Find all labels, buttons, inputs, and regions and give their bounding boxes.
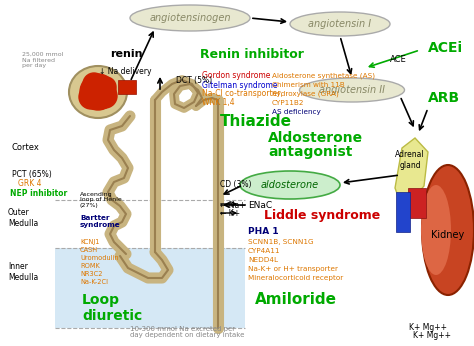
Text: Na-K+ or H+ transporter: Na-K+ or H+ transporter	[248, 266, 338, 272]
Ellipse shape	[290, 12, 390, 36]
Text: angiotensin I: angiotensin I	[309, 19, 372, 29]
Circle shape	[80, 74, 116, 110]
Text: ACEi: ACEi	[428, 41, 463, 55]
Text: CYP11B2: CYP11B2	[272, 100, 304, 106]
Ellipse shape	[69, 66, 127, 118]
Text: Thiazide: Thiazide	[220, 115, 292, 129]
Text: angiotensinogen: angiotensinogen	[149, 13, 231, 23]
Bar	[118, 80, 136, 94]
Text: Liddle syndrome: Liddle syndrome	[264, 209, 380, 222]
Text: Aldosterone: Aldosterone	[268, 131, 363, 145]
Text: Kidney: Kidney	[431, 230, 465, 240]
Text: CD (3%): CD (3%)	[220, 181, 252, 190]
Text: CASH: CASH	[80, 247, 98, 253]
Circle shape	[79, 85, 103, 109]
Text: DCT (5%): DCT (5%)	[176, 75, 212, 84]
Text: renin: renin	[110, 49, 143, 59]
Text: SCNN1B, SCNN1G: SCNN1B, SCNN1G	[248, 239, 314, 245]
Ellipse shape	[130, 5, 250, 31]
Text: ↓ Na delivery: ↓ Na delivery	[99, 66, 151, 75]
Polygon shape	[395, 138, 428, 200]
Bar	[396, 192, 410, 232]
Bar	[55, 248, 245, 328]
Text: ENaC: ENaC	[248, 200, 272, 209]
Text: ← K+: ← K+	[220, 209, 240, 218]
Ellipse shape	[240, 171, 340, 199]
Text: KCNJ1: KCNJ1	[80, 239, 100, 245]
Text: ROMK: ROMK	[80, 263, 100, 269]
Bar	[408, 188, 426, 218]
Text: PHA 1: PHA 1	[248, 228, 279, 237]
Text: Na-K-2Cl: Na-K-2Cl	[80, 279, 108, 285]
Text: Inner
Medulla: Inner Medulla	[8, 262, 38, 282]
Text: aldosterone: aldosterone	[261, 180, 319, 190]
Text: Renin inhibitor: Renin inhibitor	[200, 47, 304, 61]
Text: Gitelman syndrome: Gitelman syndrome	[202, 81, 277, 90]
Text: CYP4A11: CYP4A11	[248, 248, 281, 254]
Text: Outer
Medulla: Outer Medulla	[8, 208, 38, 228]
Text: Cortex: Cortex	[12, 144, 40, 153]
Circle shape	[83, 73, 105, 95]
Text: antagonist: antagonist	[268, 145, 352, 159]
Text: WNK 1,4: WNK 1,4	[202, 99, 235, 108]
Text: K+ Mg++: K+ Mg++	[413, 331, 451, 340]
Text: ARB: ARB	[428, 91, 460, 105]
Text: ← Na+: ← Na+	[220, 200, 246, 209]
Text: NEP inhibitor: NEP inhibitor	[10, 189, 67, 198]
Text: Mineralocorticoid receptor: Mineralocorticoid receptor	[248, 275, 343, 281]
Text: Amiloride: Amiloride	[255, 292, 337, 308]
Ellipse shape	[422, 165, 474, 295]
Text: Ascending
loop of Henle
(27%): Ascending loop of Henle (27%)	[80, 192, 122, 208]
Text: PCT (65%): PCT (65%)	[12, 170, 52, 179]
Text: Loop
diuretic: Loop diuretic	[82, 293, 142, 323]
Text: Adrenal
gland: Adrenal gland	[395, 150, 425, 170]
Text: ACE: ACE	[390, 55, 407, 64]
Circle shape	[96, 77, 116, 97]
Ellipse shape	[421, 185, 451, 275]
Text: AS deficiency: AS deficiency	[272, 109, 321, 115]
Text: 10-300 mmol Na excreted per
day dependent on dietary intake: 10-300 mmol Na excreted per day dependen…	[130, 326, 245, 338]
Text: Na-Cl co-transporter,: Na-Cl co-transporter,	[202, 90, 283, 99]
Text: 25,000 mmol
Na filtered
per day: 25,000 mmol Na filtered per day	[22, 52, 64, 68]
Text: NR3C2: NR3C2	[80, 271, 102, 277]
Text: GRK 4: GRK 4	[18, 180, 42, 189]
Text: Gordon syndrome: Gordon syndrome	[202, 72, 270, 81]
Ellipse shape	[300, 78, 404, 102]
Text: hydroxylase (GRA): hydroxylase (GRA)	[272, 91, 339, 97]
Circle shape	[93, 84, 117, 108]
Text: Aldosterone synthetase (AS): Aldosterone synthetase (AS)	[272, 73, 375, 79]
Text: angiotensin II: angiotensin II	[319, 85, 385, 95]
Text: Uromodulin: Uromodulin	[80, 255, 118, 261]
Text: Bartter
syndrome: Bartter syndrome	[80, 216, 120, 228]
Text: Chimerism with 11B: Chimerism with 11B	[272, 82, 345, 88]
Text: K+ Mg++: K+ Mg++	[409, 324, 447, 333]
Text: NEDD4L: NEDD4L	[248, 257, 278, 263]
